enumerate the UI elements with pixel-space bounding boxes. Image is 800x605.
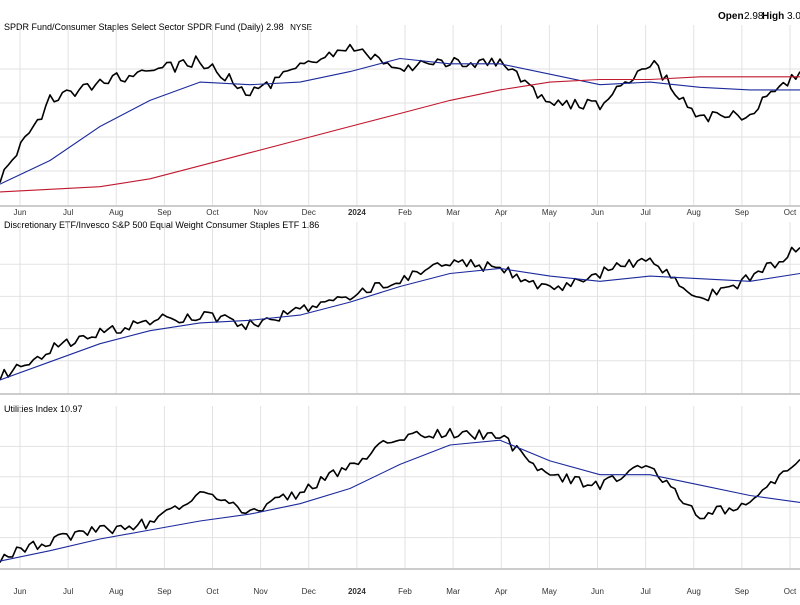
panel-1-x-tick-label: Jul [641,208,651,217]
panel-1-x-tick-label: May [542,208,557,217]
panel-3-x-tick-label: Jul [63,587,73,596]
panel-3-x-tick-label: Nov [254,587,268,596]
panel-1-x-tick-label: Jul [63,208,73,217]
panel-1-x-tick-label: Nov [254,208,268,217]
panel-3-x-tick-label: Apr [495,587,508,596]
panels-layer: Jun Jul Aug Sep Oct Nov Dec 2024 Feb Mar Apr May Jun… [0,25,800,596]
panel-1-ma-short-line [0,57,800,185]
panel-1-title: SPDR Fund/Consumer Staples Select Sector… [4,22,312,32]
panel-1-x-tick-label: Apr [495,208,508,217]
panel-3-x-tick-label: Jun [14,587,27,596]
panel-2-title: Discretionary ETF/Invesco S&P 500 Equal … [4,220,319,230]
panel-1-title-suffix: NYSE [290,23,312,32]
panel-3-x-tick-label: May [542,587,557,596]
panel-1-x-tick-label: Mar [446,208,460,217]
panel-1-x-tick-label: Feb [398,208,412,217]
panel-3-x-tick-label: Sep [735,587,750,596]
panel-2 [0,222,800,395]
quote-high-value: 3.00 [787,11,800,22]
panel-1-ma-long-line [0,76,800,193]
panel-1: Jun Jul Aug Sep Oct Nov Dec 2024 Feb Mar Apr May Jun… [0,25,800,217]
panel-3-x-tick-label: Oct [206,587,219,596]
panel-3-title: Utilities Index 10.97 [4,404,83,414]
panel-1-price-line [0,43,800,183]
panel-3-x-tick-label: Aug [687,587,701,596]
quote-open-value: 2.98 [744,11,764,22]
panel-3-price-line [0,427,800,563]
panel-1-x-tick-label: Sep [735,208,750,217]
panel-1-x-tick-label: Jun [14,208,27,217]
panel-3-x-tick-label: Aug [109,587,123,596]
panel-1-x-tick-label: Dec [302,208,316,217]
panel-3-x-tick-label: Sep [157,587,172,596]
panel-3: Jun Jul Aug Sep Oct Nov Dec 2024 Feb Mar Apr May Jun… [0,406,800,596]
quote-high-label: High [762,11,784,22]
panel-2-price-line [0,246,800,381]
panel-3-x-tick-label: Jul [641,587,651,596]
panel-3-x-tick-label: Feb [398,587,412,596]
panel-1-x-tick-label: Oct [784,208,797,217]
panel-1-x-tick-label: 2024 [348,208,366,217]
panel-3-x-tick-label: 2024 [348,587,366,596]
panel-1-x-tick-label: Sep [157,208,172,217]
panel-3-ma-short-line [0,439,800,562]
panel-1-x-tick-label: Oct [206,208,219,217]
quote-open-label: Open [718,11,744,22]
panel-3-x-tick-label: Mar [446,587,460,596]
panel-3-x-tick-label: Jun [591,587,604,596]
panel-1-x-tick-label: Jun [591,208,604,217]
panel-3-x-tick-label: Dec [302,587,316,596]
panel-1-title-main: SPDR Fund/Consumer Staples Select Sector… [4,22,284,32]
panel-1-x-tick-label: Aug [109,208,123,217]
panel-1-x-tick-label: Aug [687,208,701,217]
panel-2-ma-short-line [0,267,800,381]
panel-3-x-tick-label: Oct [784,587,797,596]
